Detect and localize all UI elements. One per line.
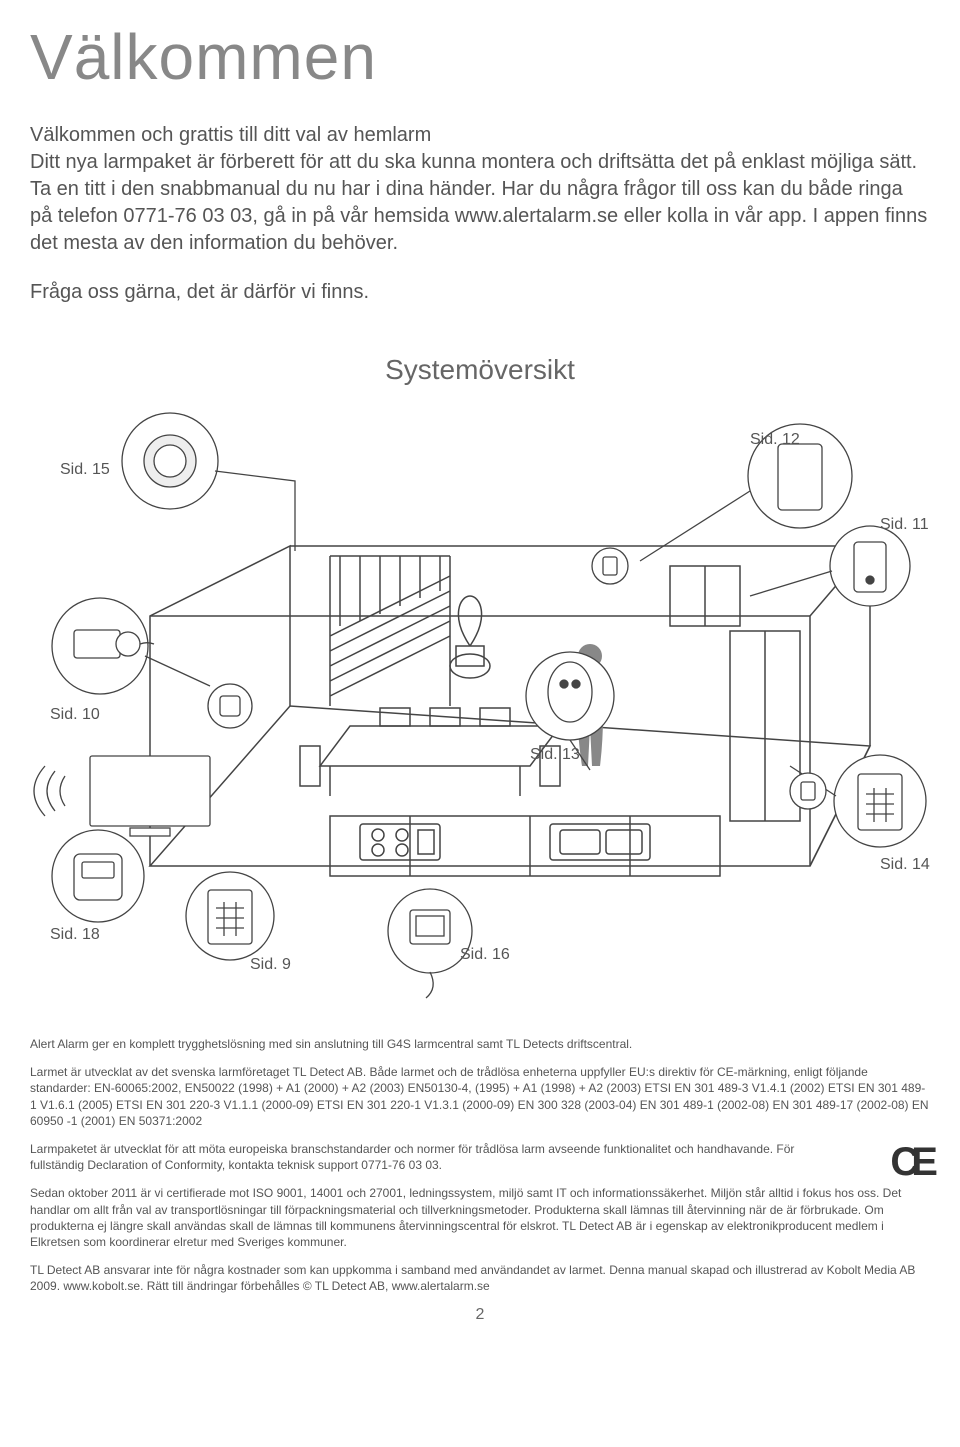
callout-sid18: Sid. 18 [50, 926, 100, 944]
ce-mark-icon: CE [890, 1135, 930, 1189]
callout-sid14: Sid. 14 [880, 856, 930, 874]
fineprint-p4: Sedan oktober 2011 är vi certifierade mo… [30, 1185, 930, 1250]
callout-sid11: Sid. 11 [880, 516, 929, 534]
fine-print: Alert Alarm ger en komplett trygghetslös… [30, 1036, 930, 1294]
room-illustration [30, 396, 930, 1016]
fineprint-p2: Larmet är utvecklat av det svenska larmf… [30, 1064, 930, 1129]
fineprint-p3: Larmpaketet är utvecklat för att möta eu… [30, 1141, 930, 1173]
callout-sid16: Sid. 16 [460, 946, 510, 964]
callout-sid10: Sid. 10 [50, 706, 100, 724]
intro-body: Ditt nya larmpaket är förberett för att … [30, 149, 930, 257]
callout-sid15: Sid. 15 [60, 461, 110, 479]
callout-sid12: Sid. 12 [750, 431, 800, 449]
fineprint-p5: TL Detect AB ansvarar inte för några kos… [30, 1262, 930, 1294]
diagram-title: Systemöversikt [30, 354, 930, 386]
intro-heading: Välkommen och grattis till ditt val av h… [30, 124, 930, 147]
system-overview-diagram: Sid. 15 Sid. 12 Sid. 11 Sid. 10 Sid. 13 … [30, 396, 930, 1016]
page-number: 2 [30, 1306, 930, 1324]
intro-ask: Fråga oss gärna, det är därför vi finns. [30, 281, 930, 304]
callout-sid13: Sid. 13 [530, 746, 580, 764]
page-title: Välkommen [30, 20, 930, 94]
fineprint-p1: Alert Alarm ger en komplett trygghetslös… [30, 1036, 930, 1052]
callout-sid9: Sid. 9 [250, 956, 291, 974]
